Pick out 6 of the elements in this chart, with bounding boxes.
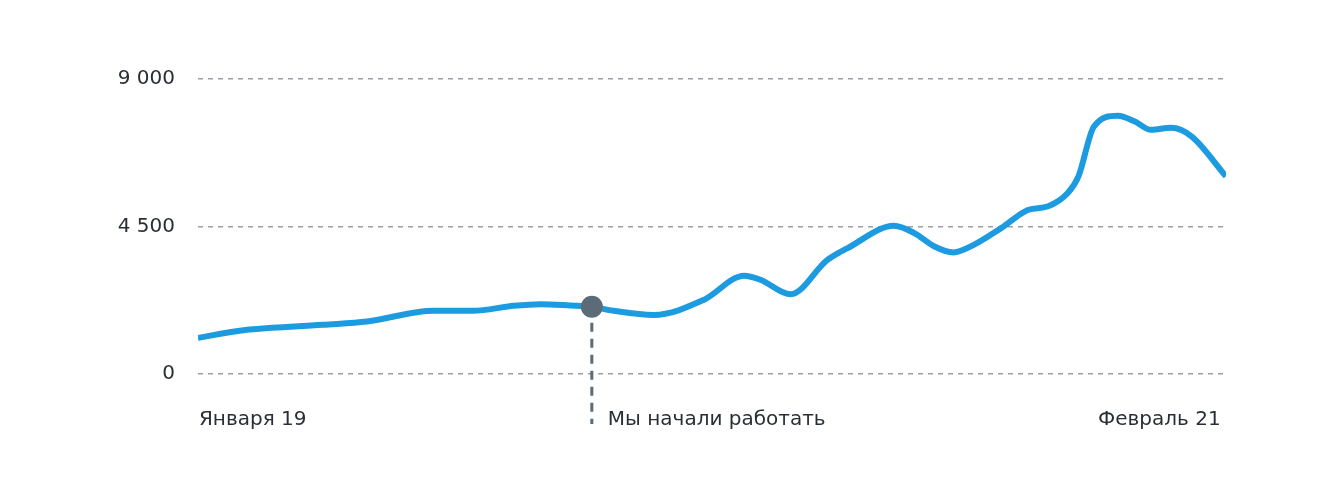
x-tick-label: Февраль 21 <box>1098 406 1221 431</box>
y-tick-label: 4 500 <box>117 212 175 237</box>
y-tick-label: 0 <box>162 360 175 385</box>
ref-line-label: Мы начали работать <box>607 406 826 431</box>
y-tick-label: 9 000 <box>117 65 175 90</box>
x-tick-label: Января 19 <box>198 406 307 431</box>
